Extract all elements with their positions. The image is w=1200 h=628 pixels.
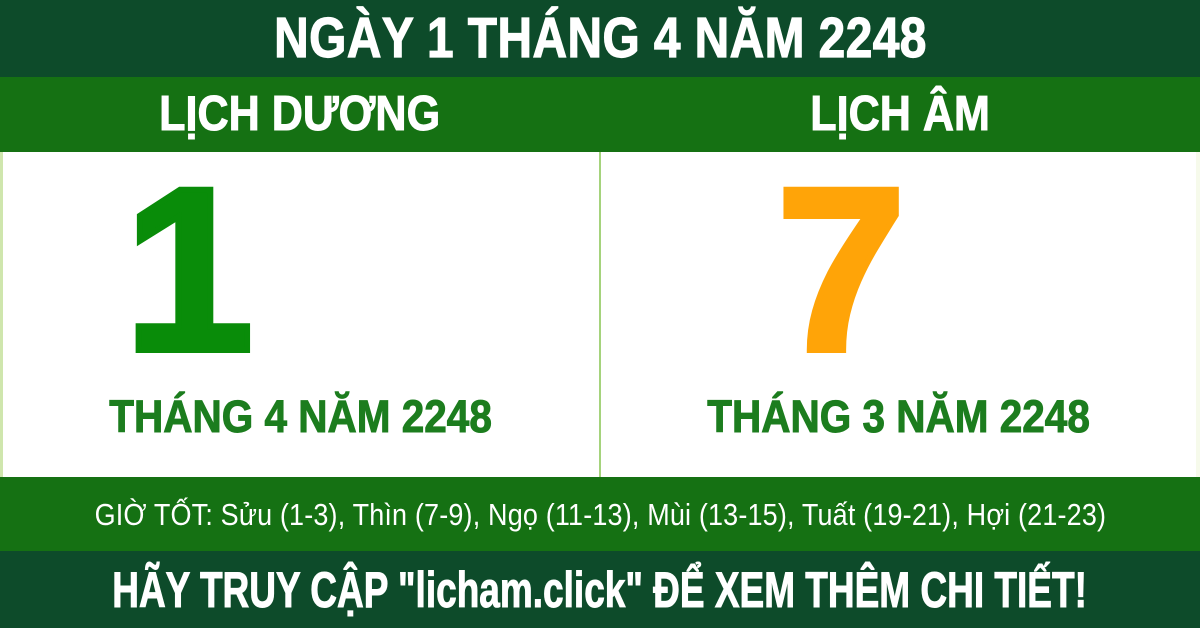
date-banner: NGÀY 1 THÁNG 4 NĂM 2248 [0,0,1200,77]
footer-banner: HÃY TRUY CẬP "licham.click" ĐỂ XEM THÊM … [0,551,1200,628]
date-banner-title: NGÀY 1 THÁNG 4 NĂM 2248 [273,6,927,70]
good-hours-bar: GIỜ TỐT: Sửu (1-3), Thìn (7-9), Ngọ (11-… [0,477,1200,551]
solar-month-label: THÁNG 4 NĂM 2248 [109,391,493,442]
solar-panel: 1 THÁNG 4 NĂM 2248 [3,140,599,477]
good-hours-text: GIỜ TỐT: Sửu (1-3), Thìn (7-9), Ngọ (11-… [94,496,1106,532]
solar-header-label: LỊCH DƯƠNG [159,87,441,141]
solar-header: LỊCH DƯƠNG [0,77,600,152]
lunar-panel: 7 THÁNG 3 NĂM 2248 [601,140,1197,477]
solar-day-number: 1 [121,140,257,400]
column-divider [598,152,601,477]
lunar-month-label: THÁNG 3 NĂM 2248 [706,391,1090,442]
lunar-day-number: 7 [773,140,909,400]
calendar-body: 1 THÁNG 4 NĂM 2248 7 THÁNG 3 NĂM 2248 [0,140,1200,477]
lunar-header-label: LỊCH ÂM [810,87,991,141]
lunar-header: LỊCH ÂM [600,77,1200,152]
calendar-header-row: LỊCH DƯƠNG LỊCH ÂM [0,77,1200,152]
footer-text: HÃY TRUY CẬP "licham.click" ĐỂ XEM THÊM … [112,561,1088,618]
